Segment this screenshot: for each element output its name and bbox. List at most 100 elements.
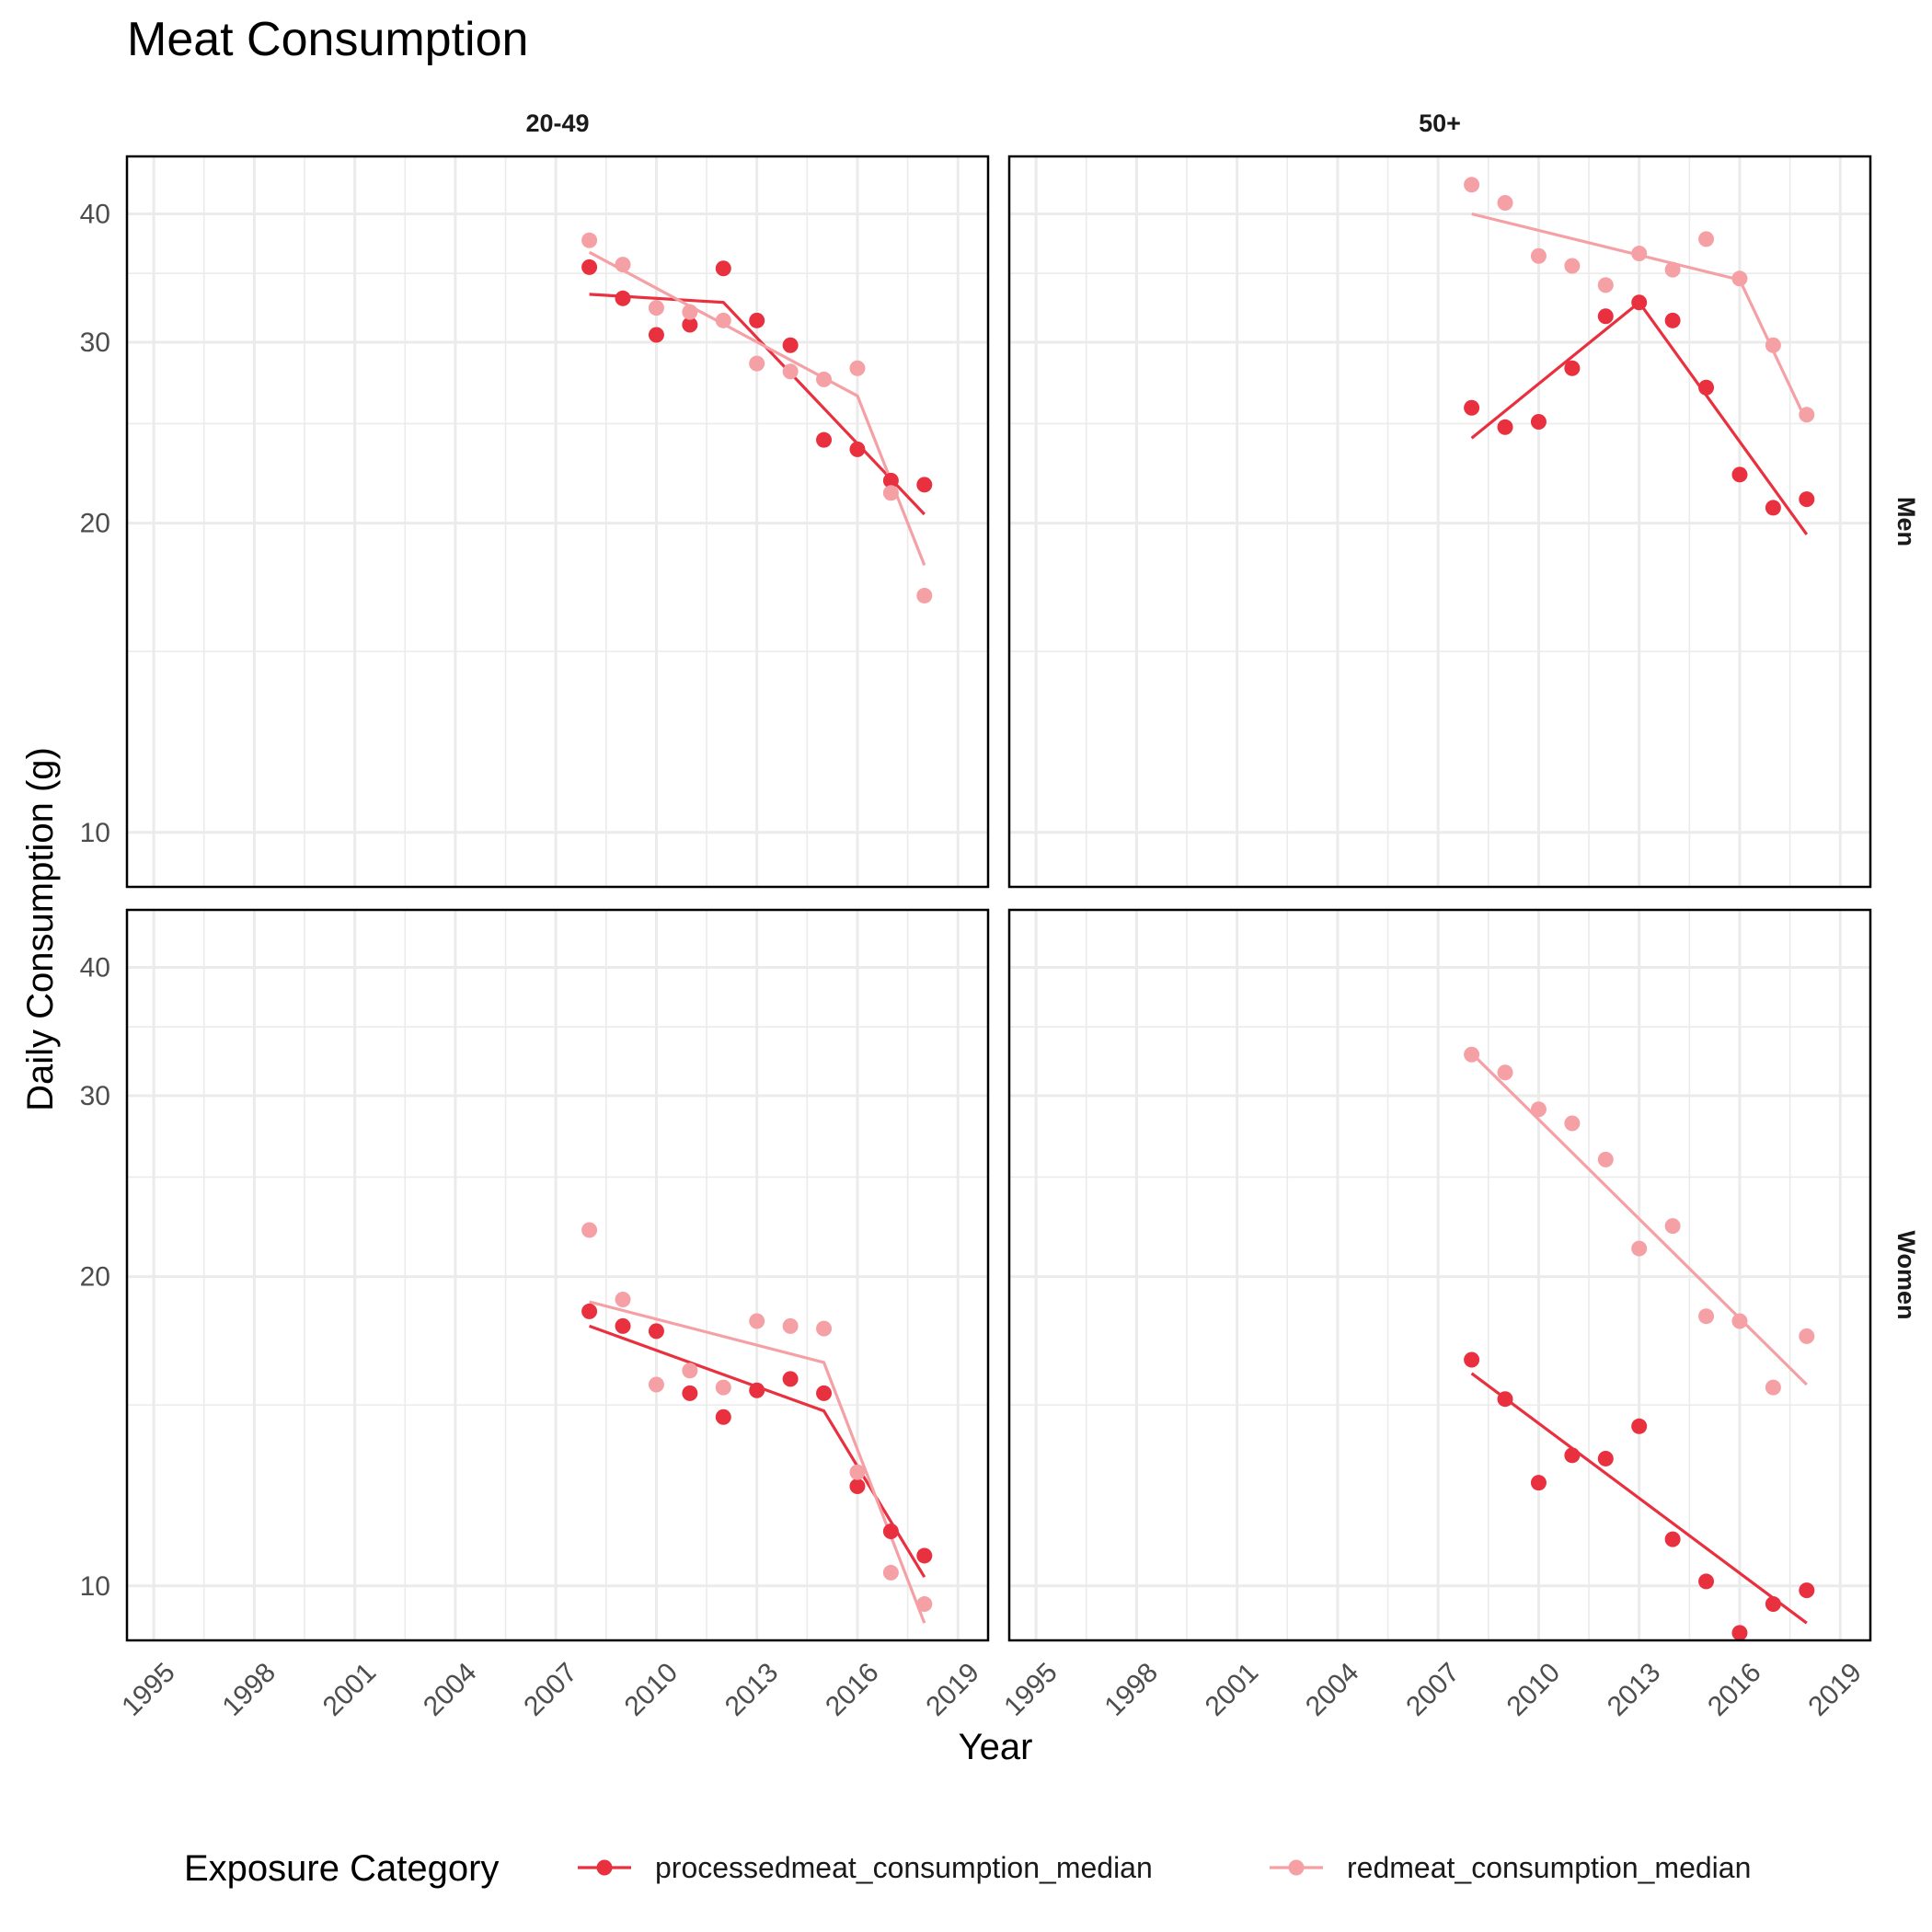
point-processedmeat — [615, 290, 631, 306]
point-processedmeat — [1765, 1596, 1781, 1613]
legend-label-processedmeat: processedmeat_consumption_median — [655, 1851, 1153, 1884]
y-tick-label: 10 — [80, 1571, 110, 1602]
x-tick-label: 2013 — [719, 1657, 785, 1722]
point-redmeat — [1530, 247, 1547, 264]
point-redmeat — [581, 232, 598, 248]
x-tick-label: 1998 — [1099, 1657, 1165, 1722]
panels-layer — [125, 155, 1872, 1642]
panel-50-women — [1007, 908, 1872, 1642]
point-processedmeat — [1464, 1351, 1480, 1368]
point-processedmeat — [1564, 1447, 1581, 1464]
y-tick-label: 40 — [80, 199, 110, 229]
point-processedmeat — [1597, 1450, 1614, 1466]
point-redmeat — [882, 485, 899, 501]
point-redmeat — [849, 360, 866, 376]
point-processedmeat — [648, 1323, 664, 1340]
panel-20-49-women — [125, 908, 990, 1642]
point-redmeat — [816, 371, 833, 387]
point-redmeat — [1631, 1240, 1648, 1257]
point-processedmeat — [782, 337, 799, 353]
x-tick-label: 2001 — [1200, 1657, 1265, 1722]
x-tick-label: 2004 — [1300, 1657, 1365, 1722]
panel-50-men — [1007, 155, 1872, 889]
y-tick-label: 40 — [80, 952, 110, 983]
x-tick-label: 1998 — [217, 1657, 282, 1722]
point-redmeat — [1597, 1151, 1614, 1167]
row-strip-label: Men — [1892, 497, 1920, 546]
point-processedmeat — [1664, 1531, 1681, 1547]
point-redmeat — [1597, 277, 1614, 293]
point-processedmeat — [1530, 413, 1547, 430]
panel-border — [1007, 908, 1872, 1642]
point-redmeat — [849, 1464, 866, 1480]
point-redmeat — [1497, 195, 1513, 212]
point-processedmeat — [581, 1303, 598, 1319]
point-processedmeat — [615, 1317, 631, 1334]
point-redmeat — [615, 1291, 631, 1307]
point-redmeat — [1664, 261, 1681, 278]
point-redmeat — [1698, 1308, 1715, 1325]
point-redmeat — [882, 1564, 899, 1581]
point-processedmeat — [849, 441, 866, 457]
point-processedmeat — [816, 431, 833, 448]
point-redmeat — [682, 1363, 698, 1379]
point-processedmeat — [1564, 360, 1581, 376]
point-redmeat — [1731, 270, 1748, 287]
y-tick-label: 30 — [80, 1081, 110, 1111]
x-tick-label: 2007 — [518, 1657, 583, 1722]
point-processedmeat — [1530, 1475, 1547, 1491]
legend-key-point-redmeat — [1288, 1859, 1305, 1876]
x-tick-label: 2001 — [317, 1657, 383, 1722]
col-strip-label: 20-49 — [525, 109, 589, 137]
trend-line-redmeat — [1470, 1052, 1808, 1386]
y-tick-label: 20 — [80, 1262, 110, 1293]
x-tick-label: 2016 — [820, 1657, 885, 1722]
point-processedmeat — [1497, 1391, 1513, 1408]
panel-border — [1007, 155, 1872, 889]
y-axis-title: Daily Consumption (g) — [20, 747, 61, 1111]
point-processedmeat — [782, 1371, 799, 1387]
point-processedmeat — [1497, 419, 1513, 435]
point-processedmeat — [916, 1547, 933, 1564]
col-strip-label: 50+ — [1419, 109, 1461, 137]
point-redmeat — [715, 312, 731, 328]
point-redmeat — [615, 257, 631, 273]
point-processedmeat — [1698, 1573, 1715, 1590]
point-redmeat — [1799, 407, 1815, 423]
point-redmeat — [648, 1376, 664, 1393]
x-tick-label: 2019 — [1802, 1657, 1868, 1722]
point-redmeat — [749, 355, 765, 372]
point-redmeat — [1698, 231, 1715, 247]
point-processedmeat — [1765, 500, 1781, 516]
point-processedmeat — [715, 1409, 731, 1425]
row-strip-label: Women — [1892, 1230, 1920, 1319]
point-processedmeat — [1698, 379, 1715, 396]
point-processedmeat — [1597, 308, 1614, 325]
point-redmeat — [1497, 1064, 1513, 1081]
point-processedmeat — [648, 327, 664, 343]
point-processedmeat — [1664, 312, 1681, 328]
point-processedmeat — [715, 260, 731, 277]
y-tick-label: 10 — [80, 818, 110, 848]
point-redmeat — [1731, 1313, 1748, 1329]
point-redmeat — [1464, 1046, 1480, 1063]
legend-title: Exposure Category — [184, 1848, 499, 1889]
x-tick-label: 1995 — [116, 1657, 181, 1722]
x-tick-label: 2004 — [418, 1657, 483, 1722]
chart-title: Meat Consumption — [127, 13, 528, 66]
point-processedmeat — [882, 1523, 899, 1539]
point-redmeat — [782, 363, 799, 380]
point-redmeat — [1765, 1379, 1781, 1396]
legend-key-point-processedmeat — [596, 1859, 613, 1876]
point-processedmeat — [749, 1382, 765, 1398]
x-tick-label: 2016 — [1702, 1657, 1767, 1722]
point-redmeat — [1464, 177, 1480, 193]
legend: Exposure Category processedmeat_consumpt… — [184, 1848, 1751, 1889]
point-redmeat — [1664, 1218, 1681, 1235]
trend-line-processedmeat — [1470, 1372, 1808, 1625]
x-tick-label: 2019 — [920, 1657, 985, 1722]
x-tick-label: 1995 — [998, 1657, 1064, 1722]
point-redmeat — [715, 1379, 731, 1396]
point-processedmeat — [1631, 1418, 1648, 1434]
